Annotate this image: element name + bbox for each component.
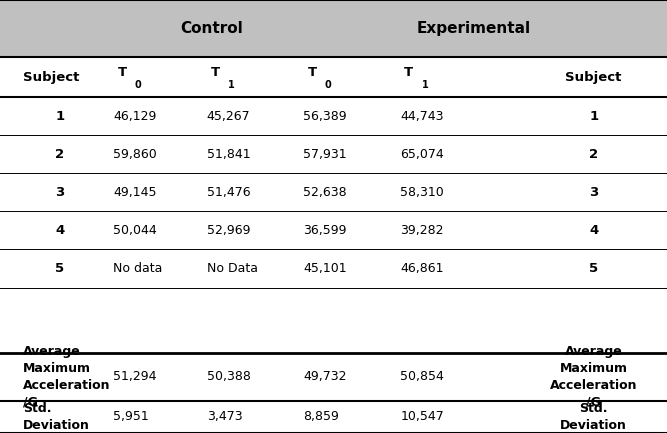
Text: 65,074: 65,074 [400,148,444,161]
Text: 50,388: 50,388 [207,370,251,383]
Text: 10,547: 10,547 [400,410,444,423]
Text: Experimental: Experimental [416,21,531,36]
Text: 2: 2 [55,148,65,161]
Text: 0: 0 [325,80,331,90]
Text: 1: 1 [55,110,65,123]
Bar [0,211,667,249]
Text: 49,732: 49,732 [303,370,347,383]
Text: 52,638: 52,638 [303,186,347,199]
Text: 1: 1 [589,110,598,123]
Text: T: T [117,65,127,79]
Bar [0,401,667,433]
Text: 45,101: 45,101 [303,262,347,275]
Text: T: T [404,65,414,79]
Text: Subject: Subject [566,71,622,84]
Text: 3: 3 [589,186,598,199]
Text: 46,129: 46,129 [113,110,157,123]
Bar [0,353,667,401]
Text: 2: 2 [589,148,598,161]
Text: 45,267: 45,267 [207,110,250,123]
Text: 50,854: 50,854 [400,370,444,383]
Text: 49,145: 49,145 [113,186,157,199]
Text: 36,599: 36,599 [303,224,347,237]
Text: 1: 1 [228,80,235,90]
Text: 1: 1 [422,80,428,90]
Text: 0: 0 [135,80,141,90]
Bar [0,249,667,288]
Text: 3: 3 [55,186,65,199]
Text: Std.
Deviation: Std. Deviation [560,402,627,432]
Text: 51,294: 51,294 [113,370,157,383]
Text: 8,859: 8,859 [303,410,340,423]
Text: 58,310: 58,310 [400,186,444,199]
Text: 57,931: 57,931 [303,148,347,161]
Bar [0,173,667,211]
Text: 51,841: 51,841 [207,148,250,161]
Bar [0,135,667,173]
Text: 3,473: 3,473 [207,410,242,423]
Text: 56,389: 56,389 [303,110,347,123]
Text: Std.
Deviation: Std. Deviation [23,402,90,432]
Text: 50,044: 50,044 [113,224,157,237]
Text: 4: 4 [55,224,65,237]
Text: 4: 4 [589,224,598,237]
Bar [0,288,667,353]
Text: No data: No data [113,262,163,275]
Text: 39,282: 39,282 [400,224,444,237]
Text: Average
Maximum
Acceleration
/G: Average Maximum Acceleration /G [23,345,111,409]
Text: T: T [307,65,317,79]
Bar [0,0,667,57]
Text: 46,861: 46,861 [400,262,444,275]
Text: No Data: No Data [207,262,257,275]
Text: 5,951: 5,951 [113,410,149,423]
Text: Control: Control [180,21,243,36]
Text: 44,743: 44,743 [400,110,444,123]
Text: Subject: Subject [23,71,80,84]
Text: 59,860: 59,860 [113,148,157,161]
Text: 51,476: 51,476 [207,186,250,199]
Text: 5: 5 [55,262,65,275]
Text: Average
Maximum
Acceleration
/G: Average Maximum Acceleration /G [550,345,638,409]
Text: 5: 5 [589,262,598,275]
Text: 52,969: 52,969 [207,224,250,237]
Bar [0,97,667,135]
Text: T: T [211,65,220,79]
Bar [0,57,667,97]
